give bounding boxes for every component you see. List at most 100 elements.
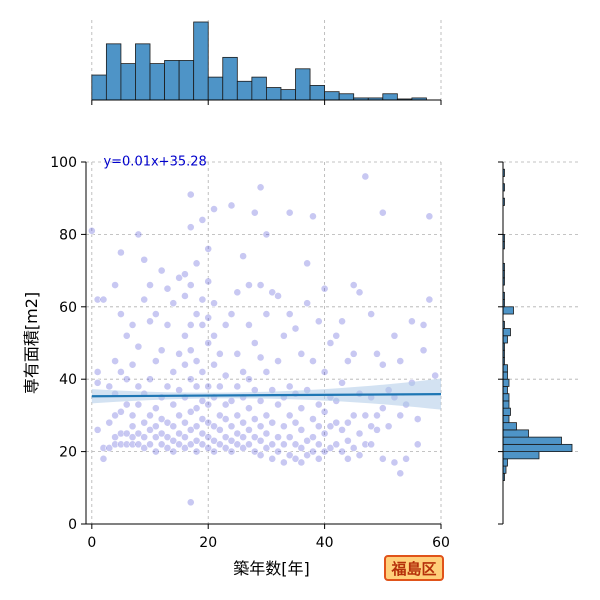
data-point bbox=[192, 382, 201, 391]
data-point bbox=[332, 440, 341, 449]
data-point bbox=[122, 429, 131, 438]
data-point bbox=[186, 190, 195, 199]
data-point bbox=[338, 447, 346, 456]
data-point bbox=[134, 400, 143, 409]
data-point bbox=[163, 320, 172, 329]
data-point bbox=[355, 288, 364, 297]
right-hist-bar bbox=[502, 458, 508, 467]
data-point bbox=[99, 454, 108, 463]
top-hist-bar bbox=[193, 21, 209, 101]
data-point bbox=[361, 172, 370, 181]
data-point bbox=[291, 324, 300, 333]
data-point bbox=[268, 440, 277, 449]
data-point bbox=[105, 382, 114, 391]
data-point bbox=[163, 284, 172, 293]
data-point bbox=[163, 418, 172, 427]
data-point bbox=[140, 418, 149, 427]
data-point bbox=[227, 422, 236, 431]
data-point bbox=[245, 440, 253, 449]
data-point bbox=[192, 310, 201, 318]
data-point bbox=[233, 288, 242, 297]
data-point bbox=[99, 295, 108, 304]
data-point bbox=[221, 371, 230, 380]
data-point bbox=[181, 418, 189, 427]
data-point bbox=[175, 429, 184, 438]
data-point bbox=[181, 444, 189, 452]
data-point bbox=[274, 400, 282, 409]
data-point bbox=[309, 357, 317, 365]
data-point bbox=[221, 400, 230, 409]
data-point bbox=[338, 378, 346, 387]
data-point bbox=[413, 440, 422, 449]
data-point bbox=[274, 433, 282, 442]
data-point bbox=[169, 422, 178, 431]
top-hist-bar bbox=[309, 85, 326, 101]
data-point bbox=[151, 357, 160, 365]
data-point bbox=[186, 375, 195, 384]
data-point bbox=[309, 415, 317, 423]
data-point bbox=[151, 433, 160, 442]
data-point bbox=[408, 317, 416, 326]
data-point bbox=[274, 292, 282, 300]
data-point bbox=[338, 425, 346, 434]
data-point bbox=[250, 433, 259, 442]
data-point bbox=[192, 259, 201, 268]
data-point bbox=[204, 444, 213, 452]
data-point bbox=[250, 415, 259, 423]
data-point bbox=[355, 451, 364, 460]
top-hist-bar bbox=[382, 93, 398, 101]
data-point bbox=[250, 208, 259, 217]
data-point bbox=[210, 360, 218, 369]
data-point bbox=[157, 266, 166, 275]
data-point bbox=[181, 270, 189, 279]
data-point bbox=[268, 454, 277, 463]
data-point bbox=[314, 317, 323, 326]
data-point bbox=[349, 444, 358, 452]
data-point bbox=[181, 292, 189, 300]
data-point bbox=[210, 422, 218, 431]
data-point bbox=[343, 418, 352, 427]
data-point bbox=[320, 368, 329, 376]
data-point bbox=[210, 436, 218, 445]
data-point bbox=[198, 320, 207, 329]
regression-line bbox=[91, 393, 442, 398]
data-point bbox=[227, 436, 236, 445]
data-point bbox=[93, 295, 102, 304]
data-point bbox=[361, 440, 370, 449]
data-point bbox=[157, 346, 166, 355]
data-point bbox=[204, 433, 213, 442]
data-point bbox=[245, 281, 253, 289]
data-point bbox=[285, 382, 294, 391]
data-point bbox=[105, 444, 114, 452]
data-point bbox=[239, 433, 248, 442]
data-point bbox=[303, 259, 312, 268]
data-point bbox=[396, 357, 405, 365]
data-point bbox=[413, 415, 422, 423]
y-tick-label: 40 bbox=[59, 372, 77, 388]
data-point bbox=[169, 400, 178, 409]
data-point bbox=[262, 429, 271, 438]
data-point bbox=[245, 375, 253, 384]
data-point bbox=[367, 422, 376, 431]
data-point bbox=[279, 422, 288, 431]
data-point bbox=[425, 295, 434, 304]
data-point bbox=[309, 433, 317, 442]
data-point bbox=[326, 444, 335, 452]
data-point bbox=[128, 320, 137, 329]
data-point bbox=[151, 447, 160, 456]
data-point bbox=[186, 425, 195, 434]
data-point bbox=[297, 349, 306, 358]
data-point bbox=[117, 310, 125, 318]
right-hist-bar bbox=[502, 306, 514, 315]
x-tick-label: 0 bbox=[87, 535, 96, 551]
data-point bbox=[233, 349, 242, 358]
data-point bbox=[285, 451, 294, 460]
data-point bbox=[134, 429, 143, 438]
data-point bbox=[163, 433, 172, 442]
data-point bbox=[326, 339, 335, 347]
top-hist-bar bbox=[135, 43, 151, 101]
data-point bbox=[227, 310, 236, 318]
data-point bbox=[221, 415, 230, 423]
data-point bbox=[343, 436, 352, 445]
data-point bbox=[314, 422, 323, 431]
